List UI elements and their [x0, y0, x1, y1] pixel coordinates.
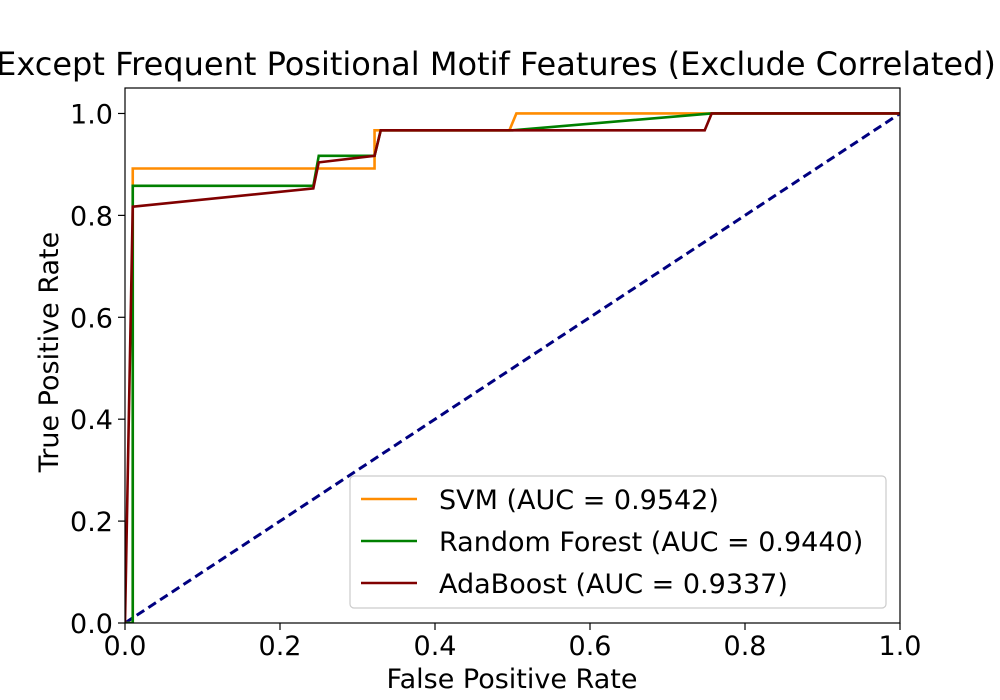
- x-tick-label: 0.2: [259, 631, 302, 662]
- x-tick-label: 0.6: [569, 631, 612, 662]
- y-tick-label: 0.8: [70, 201, 113, 232]
- chart-title: Except Frequent Positional Motif Feature…: [0, 45, 996, 83]
- legend-label-2: AdaBoost (AUC = 0.9337): [439, 569, 788, 600]
- y-tick-label: 0.4: [70, 405, 113, 436]
- x-tick-label: 0.8: [724, 631, 767, 662]
- x-tick-label: 0.4: [414, 631, 457, 662]
- y-axis-label: True Positive Rate: [34, 232, 65, 474]
- legend-label-0: SVM (AUC = 0.9542): [439, 485, 719, 516]
- x-axis-label: False Positive Rate: [387, 664, 638, 695]
- y-tick-label: 0.0: [70, 609, 113, 640]
- x-tick-label: 1.0: [879, 631, 922, 662]
- y-tick-label: 0.2: [70, 507, 113, 538]
- legend: SVM (AUC = 0.9542) Random Forest (AUC = 0…: [350, 476, 886, 608]
- y-tick-label: 1.0: [70, 99, 113, 130]
- y-tick-label: 0.6: [70, 303, 113, 334]
- legend-label-1: Random Forest (AUC = 0.9440): [439, 527, 863, 558]
